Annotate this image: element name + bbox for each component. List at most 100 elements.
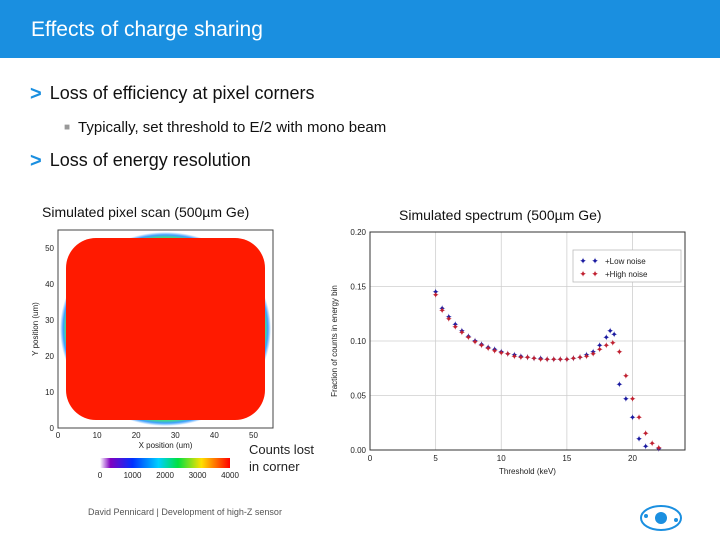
data-point: ✦: [622, 371, 630, 381]
data-point: ✦: [458, 327, 466, 337]
legend-marker: ✦: [591, 256, 599, 266]
footer-text: David Pennicard | Development of high-Z …: [88, 507, 282, 517]
data-point: ✦: [576, 352, 584, 362]
x-tick-label: 5: [433, 454, 438, 463]
y-tick-label: 30: [45, 316, 54, 325]
x-tick-label: 10: [93, 431, 102, 440]
data-point: ✦: [589, 347, 597, 357]
colorbar-tick-label: 3000: [189, 471, 207, 480]
bullet-arrow-icon: >: [30, 149, 42, 172]
colorbar-tick-label: 4000: [221, 471, 239, 480]
y-axis-label: Y position (um): [31, 302, 40, 356]
data-point: ✦: [596, 345, 604, 355]
x-tick-label: 20: [628, 454, 637, 463]
x-tick-label: 0: [368, 454, 373, 463]
square-bullet-icon: ■: [64, 122, 71, 133]
data-point: ✦: [606, 326, 614, 336]
data-point: ✦: [570, 353, 578, 363]
data-point: ✦: [583, 351, 591, 361]
data-point: ✦: [504, 349, 512, 359]
data-point: ✦: [655, 444, 663, 454]
y-tick-label: 20: [45, 352, 54, 361]
data-point: ✦: [465, 332, 473, 342]
x-tick-label: 15: [562, 454, 571, 463]
data-point: ✦: [530, 353, 538, 363]
data-point: ✦: [438, 305, 446, 315]
data-point: ✦: [610, 329, 618, 339]
bullet-arrow-icon: >: [30, 82, 42, 105]
data-point: ✦: [491, 346, 499, 356]
data-point: ✦: [616, 380, 624, 390]
colorbar-tick-label: 0: [98, 471, 103, 480]
x-tick-label: 30: [171, 431, 180, 440]
data-point: ✦: [616, 347, 624, 357]
data-point: ✦: [563, 355, 571, 365]
data-point: ✦: [576, 352, 584, 362]
x-axis-label: X position (um): [139, 441, 193, 450]
y-tick-label: 10: [45, 388, 54, 397]
data-point: ✦: [537, 353, 545, 363]
data-point: ✦: [438, 303, 446, 313]
data-point: ✦: [550, 355, 558, 365]
data-point: ✦: [504, 349, 512, 359]
colorbar: [100, 458, 230, 468]
colorbar-tick-label: 2000: [156, 471, 174, 480]
data-point: ✦: [635, 412, 643, 422]
data-point: ✦: [550, 355, 558, 365]
data-point: ✦: [602, 340, 610, 350]
data-point: ✦: [629, 412, 637, 422]
y-tick-label: 0.00: [350, 446, 366, 455]
data-point: ✦: [622, 394, 630, 404]
institution-logo: [640, 505, 682, 531]
data-point: ✦: [583, 350, 591, 360]
legend-marker: ✦: [579, 269, 587, 279]
data-point: ✦: [609, 338, 617, 348]
annotation-line2: in corner: [249, 459, 300, 474]
data-point: ✦: [557, 355, 565, 365]
data-point: ✦: [602, 333, 610, 343]
data-point: ✦: [543, 355, 551, 365]
y-tick-label: 0.10: [350, 337, 366, 346]
data-point: ✦: [517, 352, 525, 362]
data-point: ✦: [543, 355, 551, 365]
x-tick-label: 40: [210, 431, 219, 440]
legend-marker: ✦: [591, 269, 599, 279]
data-point: ✦: [642, 442, 650, 452]
y-tick-label: 0.05: [350, 392, 366, 401]
caption-pixel-scan: Simulated pixel scan (500µm Ge): [42, 204, 250, 220]
pixel-scan-heatmap: 0 10 20 30 40 50 0 10 20 30 40 50 X position (um) Y p…: [31, 229, 274, 480]
data-point: ✦: [452, 320, 460, 330]
annotation-counts-lost: Counts lost in corner: [249, 441, 314, 475]
x-tick-label: 20: [132, 431, 141, 440]
bullet-text: Loss of efficiency at pixel corners: [49, 83, 315, 103]
data-point: ✦: [484, 344, 492, 354]
data-point: ✦: [471, 336, 479, 346]
colorbar-tick-label: 1000: [124, 471, 142, 480]
bullet-efficiency: > Loss of efficiency at pixel corners: [30, 83, 314, 104]
sub-bullet-text: Typically, set threshold to E/2 with mon…: [78, 119, 387, 136]
data-point: ✦: [530, 353, 538, 363]
y-tick-label: 0.20: [350, 228, 366, 237]
slide-title: Effects of charge sharing: [31, 18, 263, 41]
data-point: ✦: [596, 340, 604, 350]
y-tick-label: 0.15: [350, 283, 366, 292]
data-point: ✦: [648, 438, 656, 448]
data-point: ✦: [478, 340, 486, 350]
data-point: ✦: [497, 347, 505, 357]
bullet-text: Loss of energy resolution: [49, 150, 251, 170]
legend-box: [572, 249, 682, 283]
data-point: ✦: [491, 345, 499, 355]
data-point: ✦: [629, 394, 637, 404]
data-point: ✦: [452, 322, 460, 332]
bullet-resolution: > Loss of energy resolution: [30, 150, 251, 171]
y-axis-label: Fraction of counts in energy bin: [330, 285, 339, 397]
data-point: ✦: [570, 353, 578, 363]
legend-label: +Low noise: [605, 257, 646, 266]
y-tick-label: 50: [45, 244, 54, 253]
annotation-line1: Counts lost: [249, 442, 315, 457]
caption-spectrum: Simulated spectrum (500µm Ge): [399, 207, 602, 223]
x-tick-label: 50: [249, 431, 258, 440]
x-tick-label: 0: [56, 431, 61, 440]
data-point: ✦: [497, 348, 505, 358]
data-point: ✦: [432, 287, 440, 297]
